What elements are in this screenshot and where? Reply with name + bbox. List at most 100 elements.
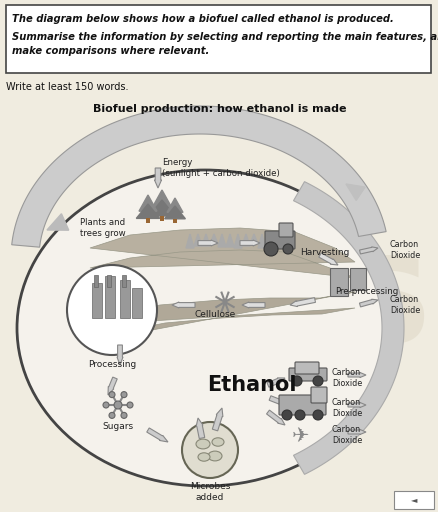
Circle shape [103,402,109,408]
Circle shape [283,244,292,254]
Polygon shape [164,206,185,219]
Text: Carbon
Dioxide: Carbon Dioxide [389,240,419,260]
FancyBboxPatch shape [92,283,102,318]
Text: Carbon
Dioxide: Carbon Dioxide [331,425,361,445]
FancyBboxPatch shape [279,223,292,237]
Text: Carbon
Dioxide: Carbon Dioxide [331,368,361,388]
Polygon shape [218,234,226,245]
FancyBboxPatch shape [279,395,325,415]
PathPatch shape [172,302,194,308]
Circle shape [294,410,304,420]
FancyBboxPatch shape [173,219,176,223]
FancyBboxPatch shape [6,5,430,73]
Text: Processing: Processing [88,360,136,369]
Circle shape [127,402,133,408]
PathPatch shape [241,302,265,308]
Polygon shape [233,234,241,248]
Polygon shape [136,204,159,219]
Polygon shape [209,234,218,248]
PathPatch shape [154,168,161,188]
Text: Summarise the information by selecting and reporting the main features, and: Summarise the information by selecting a… [12,32,438,42]
PathPatch shape [359,247,377,254]
Circle shape [291,376,301,386]
Circle shape [281,410,291,420]
FancyBboxPatch shape [94,275,98,287]
FancyBboxPatch shape [349,268,365,290]
PathPatch shape [359,299,377,307]
Polygon shape [139,195,157,211]
PathPatch shape [347,430,365,435]
Text: Energy
(sunlight + carbon dioxide): Energy (sunlight + carbon dioxide) [162,158,279,178]
Polygon shape [226,234,233,248]
Text: Biofuel production: how ethanol is made: Biofuel production: how ethanol is made [93,104,346,114]
PathPatch shape [240,240,259,246]
PathPatch shape [196,418,204,439]
Circle shape [121,412,127,418]
Polygon shape [152,190,172,208]
FancyBboxPatch shape [122,275,126,287]
Ellipse shape [195,439,209,449]
Text: Microbes
added: Microbes added [189,482,230,502]
Text: Harvesting: Harvesting [299,248,349,257]
PathPatch shape [268,396,287,406]
Circle shape [114,401,122,409]
Polygon shape [249,234,258,248]
PathPatch shape [293,182,403,474]
Ellipse shape [212,438,223,446]
Ellipse shape [17,170,392,486]
FancyBboxPatch shape [159,216,164,221]
Polygon shape [345,184,364,200]
Text: Write at least 150 words.: Write at least 150 words. [6,82,128,92]
FancyBboxPatch shape [146,219,149,223]
FancyBboxPatch shape [393,491,433,509]
FancyBboxPatch shape [105,276,115,318]
Polygon shape [258,234,265,246]
PathPatch shape [318,253,337,265]
Text: ◄: ◄ [410,496,416,504]
FancyBboxPatch shape [294,362,318,374]
PathPatch shape [266,410,284,425]
PathPatch shape [146,428,168,442]
PathPatch shape [198,240,218,246]
Circle shape [67,265,157,355]
PathPatch shape [108,377,117,395]
Text: IELTS: IELTS [87,252,432,368]
FancyBboxPatch shape [265,231,294,249]
FancyBboxPatch shape [132,288,141,318]
Ellipse shape [198,453,209,461]
Text: Cellulose: Cellulose [194,310,235,319]
Text: Plants and
trees grow: Plants and trees grow [80,218,125,238]
FancyBboxPatch shape [107,275,111,287]
Text: Pre-processing: Pre-processing [334,287,397,296]
Circle shape [312,376,322,386]
Text: ✈: ✈ [291,426,309,446]
PathPatch shape [290,297,315,307]
Polygon shape [201,234,209,245]
PathPatch shape [347,373,365,377]
Polygon shape [148,200,175,216]
Polygon shape [47,214,69,230]
Polygon shape [241,234,249,245]
Text: Carbon
Dioxide: Carbon Dioxide [331,398,361,418]
PathPatch shape [212,408,223,431]
FancyBboxPatch shape [288,368,326,381]
PathPatch shape [347,402,365,408]
Text: Sugars: Sugars [102,422,133,431]
Polygon shape [166,198,183,212]
Circle shape [263,242,277,256]
FancyBboxPatch shape [120,280,130,318]
FancyBboxPatch shape [310,387,326,403]
Polygon shape [194,234,201,245]
Polygon shape [186,234,194,247]
PathPatch shape [88,292,354,342]
PathPatch shape [117,345,123,365]
Text: make comparisons where relevant.: make comparisons where relevant. [12,46,209,56]
PathPatch shape [90,228,354,278]
Circle shape [182,422,237,478]
PathPatch shape [266,378,284,387]
Ellipse shape [208,451,222,461]
FancyBboxPatch shape [329,268,347,296]
Circle shape [109,392,115,398]
Text: Carbon
Dioxide: Carbon Dioxide [389,295,419,315]
Circle shape [109,412,115,418]
